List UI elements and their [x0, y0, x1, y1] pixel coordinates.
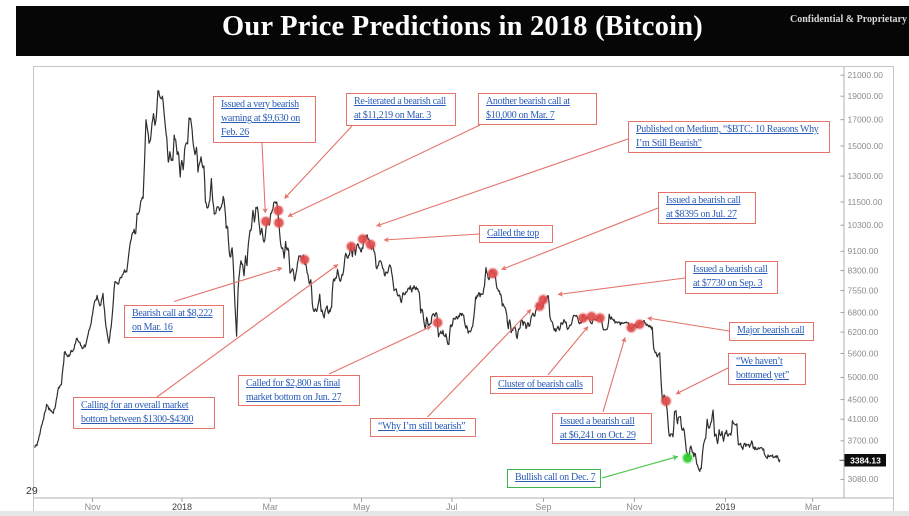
svg-text:May: May: [353, 502, 371, 512]
svg-text:17000.00: 17000.00: [848, 115, 884, 125]
svg-text:Nov: Nov: [626, 502, 643, 512]
svg-text:8300.00: 8300.00: [848, 265, 879, 275]
svg-text:11500.00: 11500.00: [848, 197, 883, 207]
svg-text:9100.00: 9100.00: [848, 246, 879, 256]
svg-text:4100.00: 4100.00: [848, 414, 879, 424]
svg-text:5600.00: 5600.00: [848, 348, 879, 358]
svg-text:3080.00: 3080.00: [848, 474, 879, 484]
svg-text:Mar: Mar: [263, 502, 279, 512]
svg-text:3700.00: 3700.00: [848, 436, 879, 446]
svg-text:2018: 2018: [172, 502, 192, 512]
svg-text:4500.00: 4500.00: [848, 394, 879, 404]
svg-text:7550.00: 7550.00: [848, 285, 879, 295]
svg-text:19000.00: 19000.00: [848, 91, 884, 101]
svg-text:Sep: Sep: [535, 502, 551, 512]
svg-text:2019: 2019: [715, 502, 735, 512]
svg-text:Nov: Nov: [85, 502, 102, 512]
svg-text:10300.00: 10300.00: [848, 220, 884, 230]
svg-text:5000.00: 5000.00: [848, 372, 879, 382]
svg-text:15000.00: 15000.00: [848, 141, 884, 151]
svg-text:6200.00: 6200.00: [848, 327, 879, 337]
svg-text:Jul: Jul: [446, 502, 458, 512]
svg-text:3384.13: 3384.13: [850, 455, 881, 465]
svg-text:6800.00: 6800.00: [848, 307, 879, 317]
svg-text:Mar: Mar: [805, 502, 821, 512]
svg-text:13000.00: 13000.00: [848, 171, 884, 181]
svg-text:21000.00: 21000.00: [848, 70, 884, 80]
